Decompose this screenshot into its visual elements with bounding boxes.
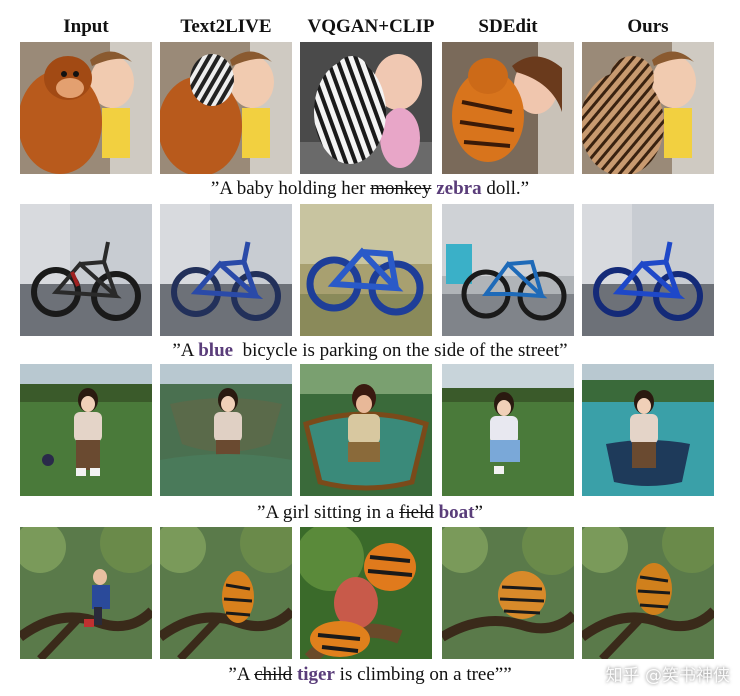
caption-accent-word: blue <box>198 340 234 361</box>
caption-text: bicycle is parking on the side of the st… <box>233 340 568 361</box>
image-baby-vqgan-clip <box>300 42 432 174</box>
caption-tiger: ”A child tiger is climbing on a tree”” <box>0 664 740 686</box>
image-tiger-input <box>20 527 152 659</box>
image-girl-ours <box>582 364 714 496</box>
caption-text: ”A girl sitting in a <box>257 502 400 523</box>
column-header-input: Input <box>63 16 109 37</box>
caption-text: is climbing on a tree”” <box>334 664 512 685</box>
image-bicycle-sdedit <box>442 204 574 336</box>
caption-strike-word: monkey <box>370 178 432 199</box>
caption-strike-word: field <box>399 502 434 523</box>
image-tiger-vqgan-clip <box>300 527 432 659</box>
image-tiger-text2live <box>160 527 292 659</box>
caption-accent-word: zebra <box>436 178 482 199</box>
image-baby-text2live <box>160 42 292 174</box>
caption-text: ”A <box>172 340 199 361</box>
caption-text: ”A <box>228 664 255 685</box>
caption-girl: ”A girl sitting in a field boat” <box>0 502 740 524</box>
column-header-vqgan-clip: VQGAN+CLIP <box>307 16 435 37</box>
image-bicycle-input <box>20 204 152 336</box>
caption-strike-word: child <box>254 664 293 685</box>
caption-text: doll.” <box>481 178 530 199</box>
caption-baby: ”A baby holding her monkey zebra doll.” <box>0 178 740 200</box>
caption-bicycle: ”A blue bicycle is parking on the side o… <box>0 340 740 362</box>
image-girl-input <box>20 364 152 496</box>
image-baby-input <box>20 42 152 174</box>
column-header-text2live: Text2LIVE <box>180 16 272 37</box>
column-header-ours: Ours <box>627 16 669 37</box>
image-baby-sdedit <box>442 42 574 174</box>
image-bicycle-text2live <box>160 204 292 336</box>
image-bicycle-vqgan-clip <box>300 204 432 336</box>
image-tiger-sdedit <box>442 527 574 659</box>
image-bicycle-ours <box>582 204 714 336</box>
image-baby-ours <box>582 42 714 174</box>
caption-accent-word: tiger <box>296 664 335 685</box>
caption-accent-word: boat <box>438 502 475 523</box>
caption-text: ”A baby holding her <box>210 178 371 199</box>
caption-text: ” <box>474 502 483 523</box>
watermark: 知乎 @笑书神侠 <box>605 666 730 686</box>
image-girl-text2live <box>160 364 292 496</box>
image-tiger-ours <box>582 527 714 659</box>
image-girl-vqgan-clip <box>300 364 432 496</box>
column-header-sdedit: SDEdit <box>478 16 538 37</box>
image-girl-sdedit <box>442 364 574 496</box>
